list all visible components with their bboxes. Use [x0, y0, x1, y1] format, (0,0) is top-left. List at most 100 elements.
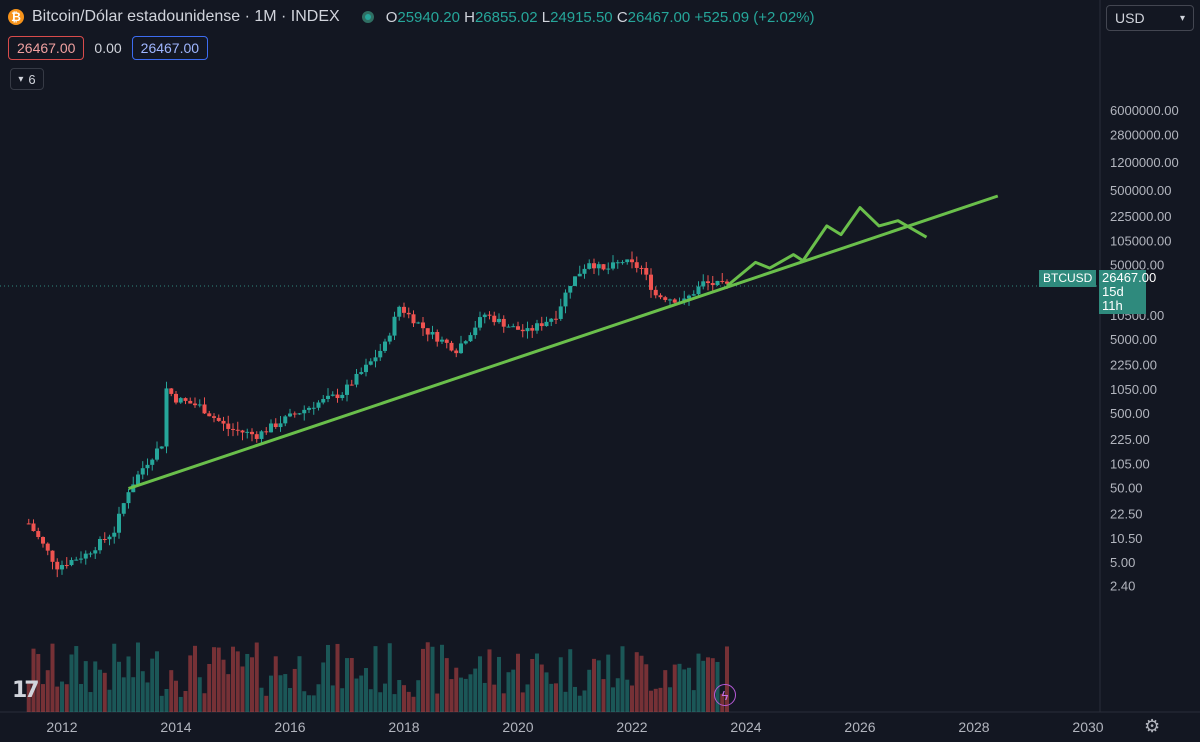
flash-icon[interactable]: ϟ: [714, 684, 736, 706]
volume-bar: [98, 669, 102, 712]
candle-body: [587, 263, 592, 269]
candle-body: [193, 403, 197, 406]
volume-bar: [682, 669, 687, 712]
header-bar: ₿ Bitcoin/Dólar estadounidense · 1M · IN…: [8, 6, 815, 28]
chevron-down-icon: ▾: [1179, 12, 1185, 24]
gear-icon[interactable]: ⚙: [1144, 716, 1161, 736]
volume-bar: [482, 682, 487, 712]
candle-body: [278, 423, 283, 428]
volume-bar: [620, 646, 625, 712]
volume-bar: [558, 657, 563, 712]
volume-bar: [573, 686, 577, 712]
tradingview-logo[interactable]: 17: [12, 678, 40, 703]
price-tick-label: 10.50: [1110, 531, 1143, 546]
candle-body: [235, 429, 240, 431]
volume-bar: [364, 668, 368, 712]
candle-body: [383, 341, 387, 351]
volume-bar: [725, 646, 729, 712]
volume-bar: [397, 680, 402, 712]
candle-body: [269, 423, 273, 433]
volume-bar: [668, 687, 672, 712]
candle-body: [492, 315, 497, 323]
volume-bar: [596, 660, 601, 712]
candle-body: [644, 268, 649, 275]
candle-body: [112, 532, 117, 537]
sell-price-button[interactable]: 26467.00: [8, 36, 85, 60]
volume-bar: [649, 690, 653, 712]
candle-body: [516, 326, 520, 330]
candle-body: [554, 318, 558, 320]
candle-body: [36, 531, 41, 538]
candle-body: [326, 395, 330, 399]
volume-bar: [511, 669, 516, 712]
time-tick-label: 2016: [274, 719, 305, 735]
candle-body: [307, 407, 311, 410]
volume-bar: [687, 667, 691, 712]
indicators-toggle[interactable]: ▾ 6: [10, 68, 44, 90]
volume-bar: [345, 658, 349, 712]
candle-body: [668, 299, 672, 301]
volume-bar: [691, 690, 696, 712]
volume-bar: [634, 652, 639, 712]
candle-body: [459, 343, 463, 354]
volume-bar: [178, 696, 183, 712]
volume-bar: [155, 651, 159, 712]
candle-body: [98, 538, 102, 551]
candle-body: [539, 323, 544, 327]
candle-body: [145, 464, 150, 469]
symbol-title[interactable]: Bitcoin/Dólar estadounidense · 1M · INDE…: [32, 8, 340, 25]
candle-body: [254, 434, 259, 439]
last-price-tag: 26467.00 15d 11h: [1099, 270, 1156, 314]
candle-body: [79, 558, 83, 560]
volume-bar: [235, 651, 240, 712]
volume-bar: [402, 685, 406, 712]
candle-body: [615, 262, 620, 264]
price-tick-label: 1050.00: [1110, 382, 1157, 397]
volume-bar: [639, 655, 644, 712]
candle-body: [715, 280, 720, 286]
candle-body: [435, 331, 440, 342]
candle-body: [378, 350, 383, 358]
price-tick-label: 2250.00: [1110, 358, 1157, 373]
high-key: H: [464, 8, 475, 26]
volume-bar: [677, 663, 682, 712]
volume-bar: [250, 657, 254, 712]
projection-path: [726, 206, 928, 288]
candle-body: [74, 559, 79, 561]
candle-body: [501, 318, 506, 327]
volume-bar: [88, 692, 93, 712]
volume-bar: [701, 660, 706, 712]
price-tick-label: 2.40: [1110, 579, 1135, 594]
volume-bar: [150, 658, 155, 712]
candle-body: [140, 468, 145, 475]
volume-bar: [140, 671, 145, 712]
candle-body: [245, 431, 250, 433]
time-tick-label: 2020: [502, 719, 533, 735]
volume-bar: [297, 656, 302, 712]
price-tick-label: 2800000.00: [1110, 127, 1179, 142]
candle-body: [45, 543, 50, 551]
candle-body: [202, 404, 207, 414]
volume-bar: [601, 679, 606, 712]
price-tick-label: 6000000.00: [1110, 103, 1179, 118]
time-tick-label: 2024: [730, 719, 761, 735]
currency-select[interactable]: USD ▾: [1106, 5, 1194, 31]
volume-bar: [316, 684, 321, 712]
candle-body: [297, 413, 302, 415]
candle-body: [649, 274, 653, 290]
buy-price-button[interactable]: 26467.00: [131, 36, 209, 60]
candle-body: [639, 267, 644, 269]
volume-bar: [468, 674, 473, 712]
volume-bar: [487, 649, 492, 712]
candle-body: [402, 306, 406, 313]
candle-body: [625, 259, 630, 263]
volume-bar: [411, 696, 416, 712]
symbol-price-tag: BTCUSD: [1039, 270, 1097, 287]
candle-body: [345, 384, 349, 395]
candle-body: [216, 417, 221, 421]
candle-body: [416, 322, 421, 324]
volume-bar: [121, 677, 126, 712]
candle-body: [530, 328, 535, 331]
volume-bar: [107, 689, 112, 712]
